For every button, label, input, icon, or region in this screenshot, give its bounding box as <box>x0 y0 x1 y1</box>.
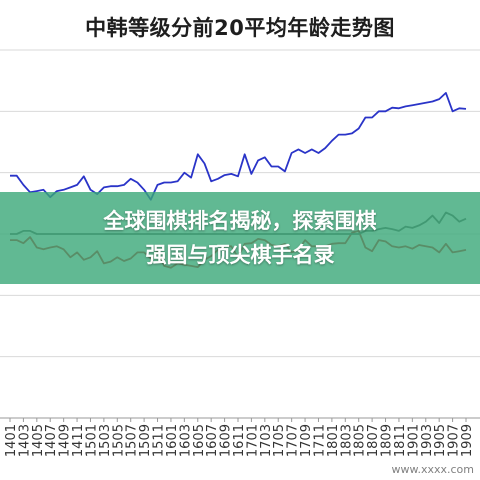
x-tick-label: 1805 <box>353 424 368 457</box>
x-tick-label: 1907 <box>447 424 462 457</box>
x-tick-label: 1505 <box>111 424 126 457</box>
x-tick-label: 1601 <box>165 424 180 457</box>
x-tick-label: 1403 <box>17 424 32 457</box>
series-line-blue <box>10 92 467 201</box>
x-tick-label: 1701 <box>245 424 260 457</box>
x-tick-label: 1605 <box>192 424 207 457</box>
x-tick-label: 1903 <box>420 424 435 457</box>
x-tick-label: 1407 <box>44 424 59 457</box>
x-tick-label: 1909 <box>460 424 475 457</box>
x-tick-label: 1405 <box>31 424 46 457</box>
x-tick-label: 1707 <box>286 424 301 457</box>
x-tick-label: 1401 <box>4 424 19 457</box>
x-tick-label: 1411 <box>71 424 86 457</box>
chart-title: 中韩等级分前20平均年龄走势图 <box>85 16 395 40</box>
x-tick-label: 1603 <box>178 424 193 457</box>
x-tick-label: 1711 <box>312 424 327 457</box>
x-tick-label: 1511 <box>152 424 167 457</box>
x-tick-label: 1801 <box>326 424 341 457</box>
x-tick-label: 1901 <box>406 424 421 457</box>
x-tick-label: 1609 <box>219 424 234 457</box>
x-tick-label: 1611 <box>232 424 247 457</box>
headline-line-1: 全球围棋排名揭秘，探索围棋 <box>103 209 377 233</box>
headline-line-2: 强国与顶尖棋手名录 <box>145 243 335 267</box>
x-tick-label: 1503 <box>98 424 113 457</box>
x-tick-label: 1811 <box>393 424 408 457</box>
x-tick-label: 1705 <box>272 424 287 457</box>
x-tick-label: 1607 <box>205 424 220 457</box>
x-tick-label: 1507 <box>125 424 140 457</box>
x-tick-label: 1803 <box>339 424 354 457</box>
site-watermark: www.xxxx.com <box>391 463 474 476</box>
x-tick-label: 1807 <box>366 424 381 457</box>
x-tick-label: 1905 <box>433 424 448 457</box>
x-tick-label: 1709 <box>299 424 314 457</box>
headline-banner: 全球围棋排名揭秘，探索围棋 强国与顶尖棋手名录 <box>0 192 480 284</box>
x-tick-label: 1509 <box>138 424 153 457</box>
x-tick-labels: 1401140314051407140914111501150315051507… <box>4 418 475 457</box>
x-tick-label: 1409 <box>58 424 73 457</box>
x-tick-label: 1501 <box>84 424 99 457</box>
x-tick-label: 1703 <box>259 424 274 457</box>
x-tick-label: 1809 <box>380 424 395 457</box>
